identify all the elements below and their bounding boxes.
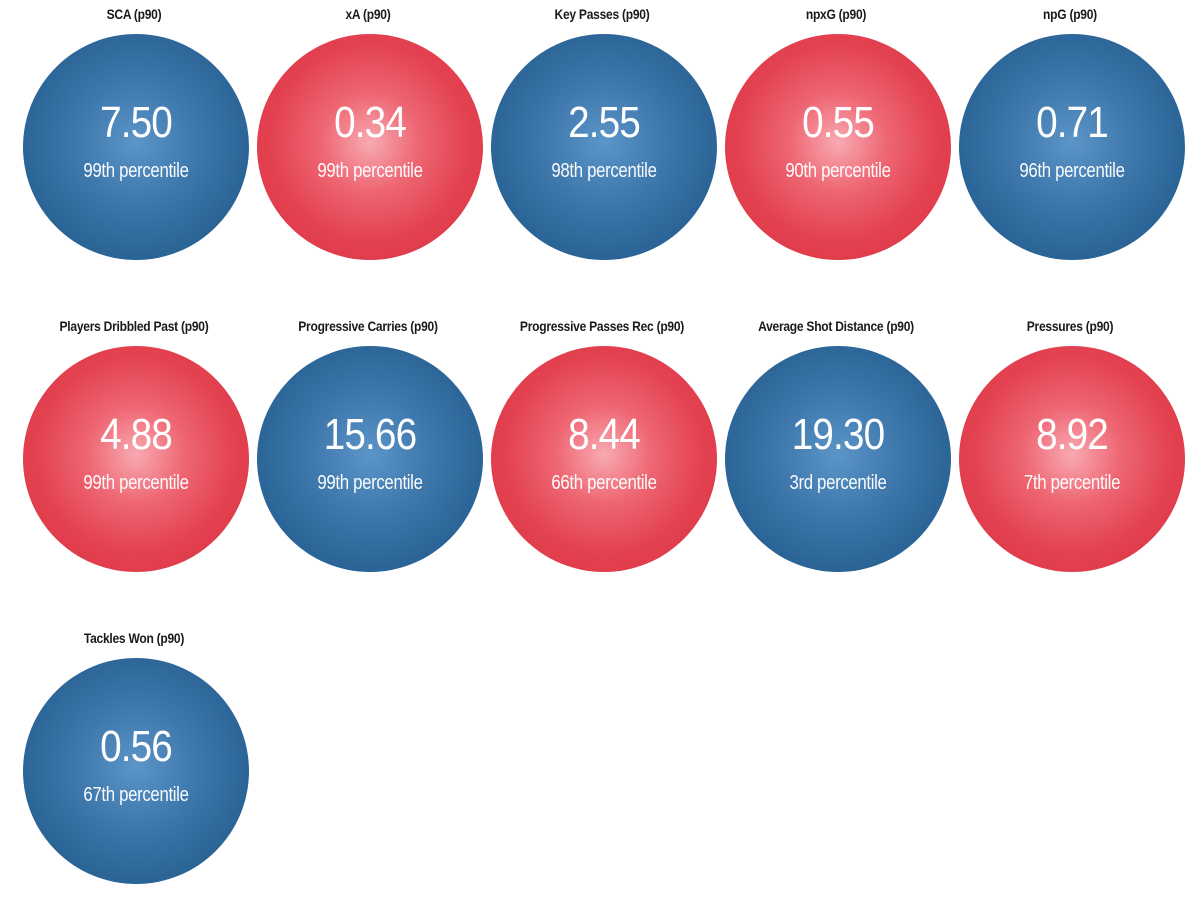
stat-percentile: 90th percentile <box>785 160 891 182</box>
stat-value: 4.88 <box>100 410 173 459</box>
stat-label: Progressive Passes Rec (p90) <box>519 318 685 334</box>
stat-bubble: 4.88 99th percentile <box>23 346 249 572</box>
stat-percentile: 99th percentile <box>83 472 189 494</box>
stat-bubble: 19.30 3rd percentile <box>725 346 951 572</box>
stat-bubble: 7.50 99th percentile <box>23 34 249 260</box>
stat-value: 8.44 <box>568 410 641 459</box>
stat-percentile: 7th percentile <box>1023 472 1121 494</box>
stat-value: 7.50 <box>100 98 173 147</box>
stat-card: Key Passes (p90) 2.55 98th percentile <box>485 0 719 290</box>
stat-value: 2.55 <box>568 98 641 147</box>
stat-value: 0.71 <box>1036 98 1109 147</box>
stat-label: Players Dribbled Past (p90) <box>59 318 209 334</box>
stat-card: Tackles Won (p90) 0.56 67th percentile <box>17 624 251 914</box>
stat-percentile: 67th percentile <box>83 784 189 806</box>
stat-label: npxG (p90) <box>805 6 867 22</box>
stat-label: Key Passes (p90) <box>554 6 650 22</box>
stat-label: npG (p90) <box>1043 6 1097 22</box>
stat-label: xA (p90) <box>345 6 391 22</box>
stat-percentile: 99th percentile <box>317 160 423 182</box>
stat-label: Pressures (p90) <box>1026 318 1114 334</box>
stat-bubble: 2.55 98th percentile <box>491 34 717 260</box>
stat-label: Tackles Won (p90) <box>83 630 185 646</box>
stat-value: 0.55 <box>802 98 875 147</box>
stat-value: 15.66 <box>323 410 417 459</box>
stat-card: xA (p90) 0.34 99th percentile <box>251 0 485 290</box>
stat-card: npG (p90) 0.71 96th percentile <box>953 0 1187 290</box>
stat-percentile: 96th percentile <box>1019 160 1125 182</box>
stat-percentile: 98th percentile <box>551 160 657 182</box>
stat-value: 0.34 <box>334 98 407 147</box>
stat-bubble: 0.71 96th percentile <box>959 34 1185 260</box>
stat-bubble: 15.66 99th percentile <box>257 346 483 572</box>
stat-card: Players Dribbled Past (p90) 4.88 99th perc… <box>17 312 251 602</box>
stat-value: 0.56 <box>100 722 173 771</box>
stat-card: Pressures (p90) 8.92 7th percentile <box>953 312 1187 602</box>
stat-card: Progressive Carries (p90) 15.66 99th perce… <box>251 312 485 602</box>
stat-label: Progressive Carries (p90) <box>298 318 438 334</box>
stat-percentile: 3rd percentile <box>789 472 887 494</box>
stat-card: SCA (p90) 7.50 99th percentile <box>17 0 251 290</box>
stat-bubble: 0.56 67th percentile <box>23 658 249 884</box>
stat-label: SCA (p90) <box>106 6 162 22</box>
stat-value: 19.30 <box>791 410 885 459</box>
stat-label: Average Shot Distance (p90) <box>758 318 914 334</box>
stat-bubble: 0.34 99th percentile <box>257 34 483 260</box>
stat-value: 8.92 <box>1036 410 1109 459</box>
stat-card: Average Shot Distance (p90) 19.30 3rd perc… <box>719 312 953 602</box>
stat-bubble: 8.44 66th percentile <box>491 346 717 572</box>
stat-percentile: 99th percentile <box>317 472 423 494</box>
stat-card: npxG (p90) 0.55 90th percentile <box>719 0 953 290</box>
stat-bubble: 0.55 90th percentile <box>725 34 951 260</box>
stat-bubble: 8.92 7th percentile <box>959 346 1185 572</box>
stat-percentile: 99th percentile <box>83 160 189 182</box>
stat-card: Progressive Passes Rec (p90) 8.44 66th per… <box>485 312 719 602</box>
stat-percentile: 66th percentile <box>551 472 657 494</box>
